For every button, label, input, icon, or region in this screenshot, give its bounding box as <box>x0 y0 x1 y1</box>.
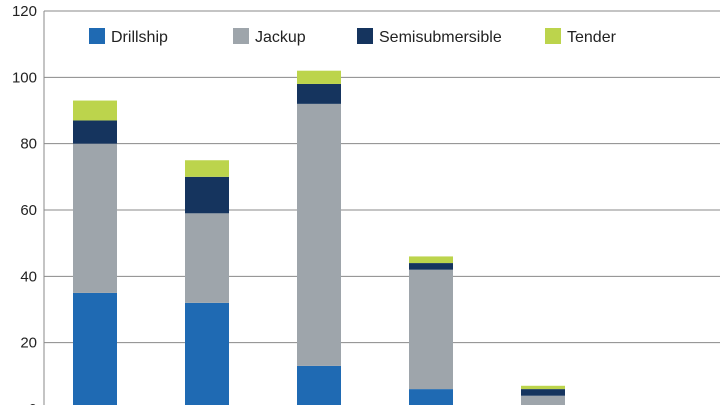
bar-segment-drillship <box>73 292 117 405</box>
y-tick-label: 100 <box>12 69 37 86</box>
y-tick-label: 60 <box>20 202 37 219</box>
bar-segment-drillship <box>409 389 453 405</box>
bar-segment-tender <box>297 70 341 84</box>
bar-segment-semisubmersible <box>521 389 565 396</box>
bar-segment-jackup <box>185 213 229 303</box>
legend-label-semisubmersible: Semisubmersible <box>379 29 502 46</box>
y-tick-label: 40 <box>20 268 37 285</box>
bar-segment-tender <box>73 100 117 121</box>
bar-segment-jackup <box>521 395 565 405</box>
bar-segment-jackup <box>73 143 117 293</box>
bar-segment-drillship <box>185 302 229 405</box>
y-tick-label: 80 <box>20 136 37 153</box>
bar-segment-jackup <box>297 103 341 366</box>
bar-segment-tender <box>185 160 229 177</box>
bar-segment-semisubmersible <box>409 263 453 270</box>
y-tick-label: 20 <box>20 335 37 352</box>
bar-segment-tender <box>521 385 565 390</box>
legend-swatch-semisubmersible <box>357 28 373 44</box>
legend: Drillship Jackup Semisubmersible Tender <box>89 28 617 46</box>
y-axis: 0 20 40 60 80 100 120 <box>12 3 45 405</box>
bar-segment-semisubmersible <box>185 176 229 214</box>
bar-segment-drillship <box>297 365 341 405</box>
gridlines <box>44 10 720 344</box>
bar-segment-semisubmersible <box>297 83 341 104</box>
legend-label-tender: Tender <box>567 29 617 46</box>
bar-segment-semisubmersible <box>73 120 117 144</box>
bars <box>73 70 565 405</box>
y-tick-label: 120 <box>12 3 37 20</box>
legend-swatch-tender <box>545 28 561 44</box>
bar-segment-tender <box>409 256 453 264</box>
legend-swatch-jackup <box>233 28 249 44</box>
legend-label-drillship: Drillship <box>111 29 168 46</box>
bar-segment-jackup <box>409 269 453 390</box>
legend-label-jackup: Jackup <box>255 29 306 46</box>
y-tick-label: 0 <box>29 401 37 405</box>
legend-swatch-drillship <box>89 28 105 44</box>
